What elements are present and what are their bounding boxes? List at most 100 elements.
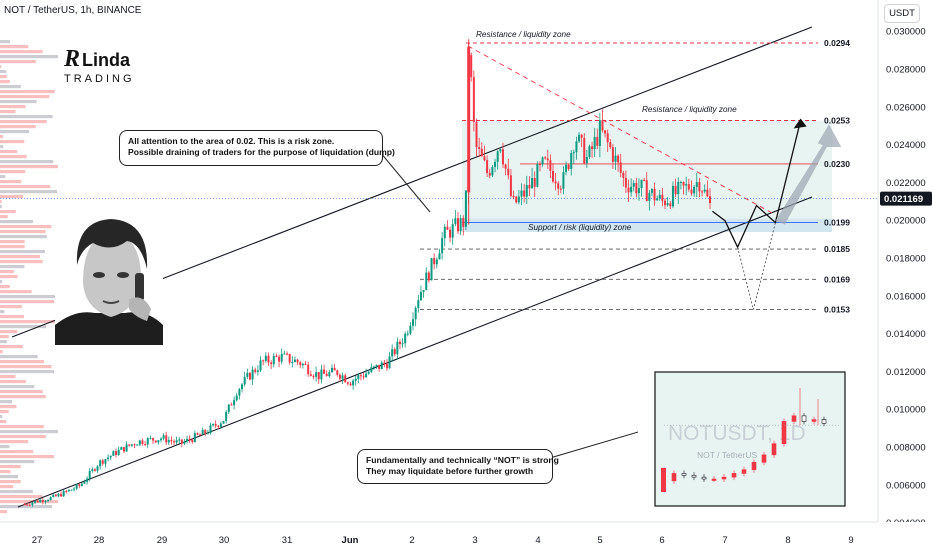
candle-body: [385, 363, 388, 369]
volume-profile-bar: [0, 480, 21, 484]
candle-body: [404, 333, 407, 344]
candle-body: [367, 371, 370, 374]
current-price-tag: [880, 191, 932, 206]
candle-body: [54, 494, 57, 497]
volume-profile-bar: [0, 120, 47, 124]
candle-body: [341, 375, 344, 379]
candle-body: [451, 224, 454, 238]
inset-candle-body: [781, 421, 787, 445]
candle-body: [525, 185, 528, 197]
level-label-0.0169: 0.0169: [824, 274, 850, 284]
candle-body: [528, 185, 531, 189]
volume-profile-bar: [0, 80, 10, 84]
candle-body: [409, 325, 412, 334]
candle-body: [630, 186, 633, 193]
candle-body: [357, 375, 360, 379]
volume-profile-bar: [0, 370, 55, 374]
candle-body: [60, 493, 63, 497]
candle-body: [614, 155, 617, 162]
candle-body: [293, 359, 296, 363]
candle-body: [267, 355, 270, 363]
candle-body: [338, 374, 341, 379]
projection-path-dotted: [737, 222, 776, 310]
candle-body: [44, 501, 47, 503]
candle-body: [552, 170, 555, 182]
volume-profile-bar: [0, 175, 6, 179]
volume-profile-bar: [0, 90, 55, 94]
inset-first-candle: [661, 467, 666, 492]
candle-body: [544, 157, 547, 159]
time-axis-bg: [0, 522, 932, 550]
candle-body: [486, 160, 489, 173]
inset-candle-body: [701, 476, 707, 480]
candle-body: [531, 178, 534, 189]
candle-body: [122, 447, 125, 452]
candle-body: [433, 258, 436, 265]
candle-body: [238, 389, 241, 396]
candle-body: [325, 373, 328, 377]
volume-profile-bar: [0, 165, 58, 169]
candle-body: [499, 149, 502, 152]
candle-body: [235, 395, 238, 401]
candle-body: [52, 494, 55, 497]
candle-body: [441, 238, 444, 254]
candle-body: [370, 367, 373, 372]
candle-body: [264, 355, 267, 362]
candle-body: [246, 373, 249, 377]
candle-body: [230, 404, 233, 406]
volume-profile-bar: [0, 95, 50, 99]
candle-body: [248, 373, 251, 380]
volume-profile-bar: [0, 225, 52, 229]
candle-body: [425, 272, 428, 291]
candle-body: [227, 404, 230, 413]
volume-profile-bar: [0, 325, 47, 329]
candle-body: [567, 164, 570, 169]
volume-profile-bar: [0, 255, 40, 259]
candle-body: [414, 307, 417, 320]
candle-body: [254, 369, 257, 372]
candle-body: [406, 333, 409, 335]
candle-body: [494, 161, 497, 167]
candle-body: [173, 441, 176, 443]
candle-body: [640, 179, 643, 189]
volume-profile-bar: [0, 135, 3, 139]
candle-body: [650, 188, 653, 193]
candle-body: [149, 438, 152, 440]
support-zone-band: [462, 218, 832, 233]
candle-body: [446, 226, 449, 230]
candle-body: [26, 504, 29, 506]
candle-body: [624, 177, 627, 188]
volume-profile-bar: [0, 335, 9, 339]
candle-body: [354, 378, 357, 381]
candle-body: [80, 483, 83, 486]
volume-profile-bar: [0, 290, 32, 294]
candle-body: [685, 184, 688, 186]
volume-profile-bar: [0, 230, 46, 234]
candle-body: [67, 489, 70, 492]
risk-callout-pointer: [379, 151, 431, 213]
candle-body: [286, 353, 288, 355]
candle-body: [344, 375, 347, 383]
volume-profile-bar: [0, 435, 46, 439]
volume-profile-bar: [0, 360, 45, 364]
volume-profile-bar: [0, 205, 2, 209]
candle-body: [627, 187, 630, 193]
candle-body: [214, 424, 217, 426]
volume-profile-bar: [0, 240, 25, 244]
inset-candle-body: [731, 473, 737, 478]
volume-profile-bar: [0, 395, 46, 399]
volume-profile-bar: [0, 485, 14, 489]
risk-zone-callout: All attention to the area of 0.02. This …: [119, 130, 395, 166]
volume-profile-bar: [0, 320, 57, 324]
candle-body: [315, 372, 318, 377]
volume-profile-bar: [0, 235, 47, 239]
candle-body: [643, 179, 646, 181]
volume-profile-bar: [0, 200, 2, 204]
candle-body: [196, 433, 199, 435]
candle-body: [349, 383, 352, 386]
volume-profile-bar: [0, 190, 57, 194]
candle-body: [93, 469, 96, 471]
currency-button[interactable]: USDT: [884, 4, 920, 23]
